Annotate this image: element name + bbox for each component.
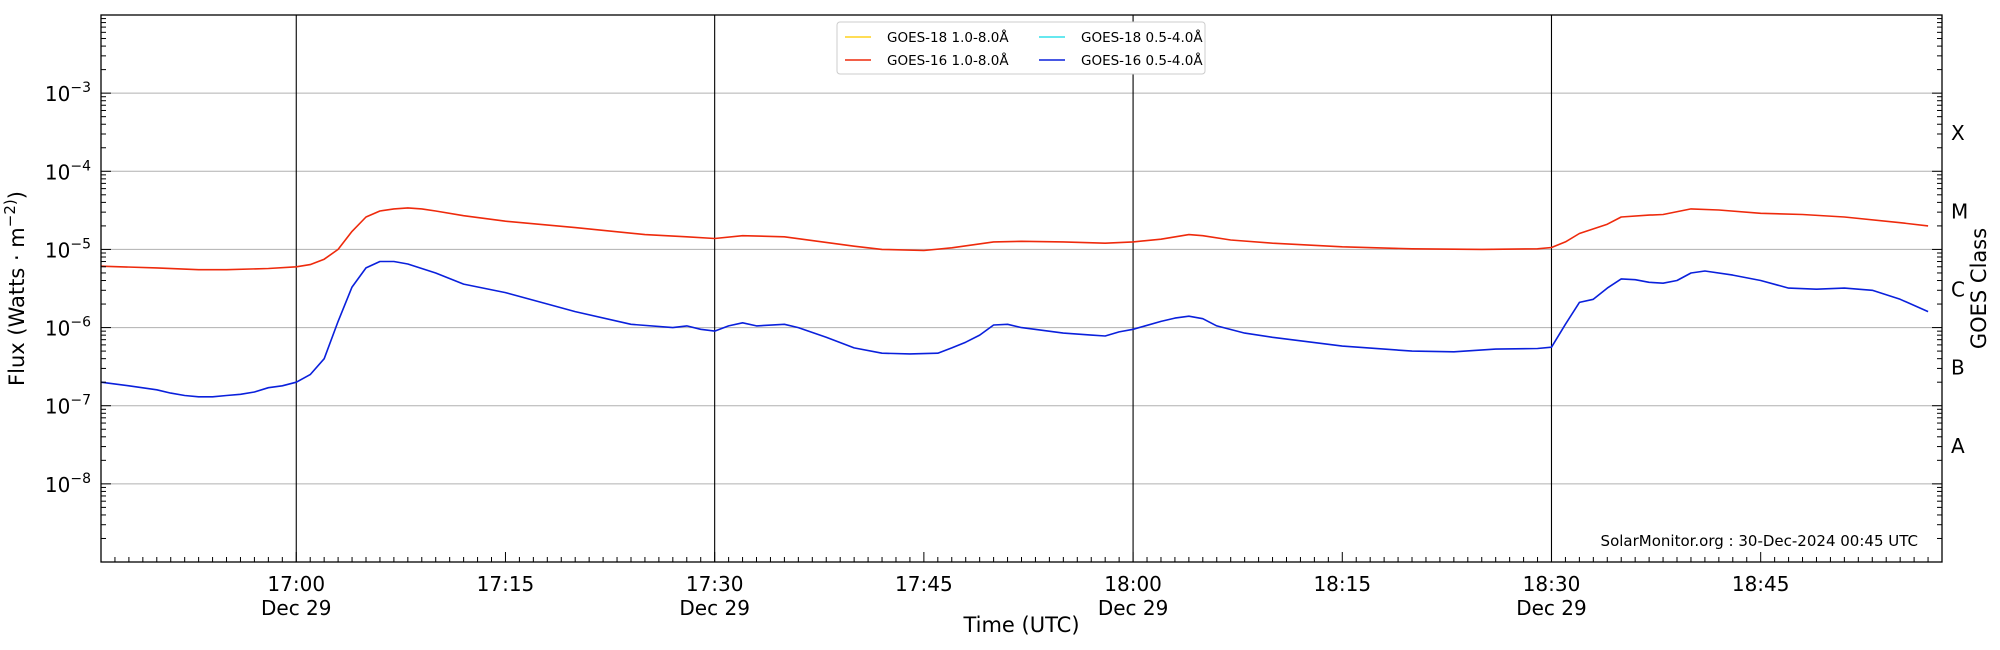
- legend-box: [836, 21, 1206, 75]
- x-tick-label: 18:15: [1313, 572, 1371, 596]
- legend-label: GOES-16 1.0-8.0Å: [887, 52, 1009, 69]
- x-tick-sublabel: Dec 29: [679, 596, 750, 620]
- y-tick-label: 10−3: [45, 80, 91, 106]
- y-axis-right-label: GOES Class: [1967, 228, 1991, 349]
- goes-class-label: A: [1951, 434, 1965, 458]
- legend-label: GOES-18 0.5-4.0Å: [1081, 29, 1203, 46]
- series-line: [100, 260, 1929, 398]
- series-line: [100, 207, 1929, 271]
- legend-label: GOES-16 0.5-4.0Å: [1081, 52, 1203, 69]
- x-tick-label: 17:00: [267, 572, 325, 596]
- goes-class-label: X: [1951, 121, 1965, 145]
- goes-class-label: B: [1951, 356, 1965, 380]
- x-tick-sublabel: Dec 29: [1098, 596, 1169, 620]
- goes-class-labels: A B C M X: [1951, 121, 1968, 458]
- y-tick-label: 10−8: [45, 471, 91, 497]
- x-tick-label: 18:45: [1732, 572, 1790, 596]
- goes-class-label: M: [1951, 199, 1968, 223]
- y-tick-label: 10−4: [45, 158, 91, 184]
- y-tick-label: 10−6: [45, 315, 91, 341]
- y-tick-label: 10−7: [45, 393, 91, 419]
- x-tick-sublabel: Dec 29: [261, 596, 332, 620]
- x-axis-label: Time (UTC): [962, 613, 1079, 637]
- x-tick-label: 18:30: [1523, 572, 1581, 596]
- y-axis-label: Flux (Watts · m−2)): [1, 191, 29, 386]
- x-tick-sublabel: Dec 29: [1516, 596, 1587, 620]
- day-markers: [295, 15, 1553, 562]
- legend-label: GOES-18 1.0-8.0Å: [887, 29, 1009, 46]
- series-layer: [100, 207, 1929, 398]
- x-tick-label: 17:45: [895, 572, 953, 596]
- y-tick-label: 10−5: [45, 236, 91, 262]
- x-tick-label: 17:15: [477, 572, 535, 596]
- credit-text: SolarMonitor.org : 30-Dec-2024 00:45 UTC: [1601, 532, 1918, 550]
- y-tick-labels: 10−8 10−7 10−6 10−5 10−4 10−3: [45, 80, 91, 497]
- plot-frame: [100, 14, 1943, 563]
- legend: GOES-18 1.0-8.0Å GOES-16 1.0-8.0Å GOES-18 …: [836, 21, 1206, 75]
- x-tick-label: 17:30: [686, 572, 744, 596]
- x-tick-label: 18:00: [1104, 572, 1162, 596]
- ticks: [101, 18, 1942, 562]
- grid-lines: [101, 92, 1942, 485]
- goes-class-label: C: [1951, 278, 1965, 302]
